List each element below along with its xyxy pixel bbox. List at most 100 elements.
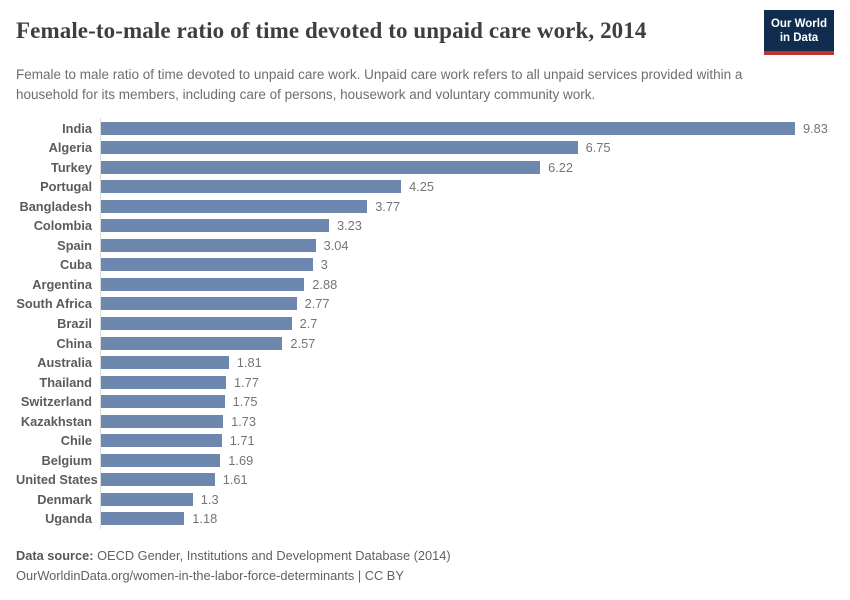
country-label: Australia bbox=[37, 355, 92, 371]
bar-track: 1.61 bbox=[100, 470, 834, 490]
country-label: Switzerland bbox=[20, 394, 92, 410]
footer: Data source: OECD Gender, Institutions a… bbox=[16, 546, 834, 587]
bar[interactable] bbox=[101, 238, 316, 252]
bar[interactable] bbox=[101, 336, 283, 350]
chart-subtitle: Female to male ratio of time devoted to … bbox=[16, 66, 743, 102]
owid-logo-line2: in Data bbox=[779, 32, 819, 45]
country-label: Thailand bbox=[39, 374, 92, 390]
data-source-line: Data source: OECD Gender, Institutions a… bbox=[16, 546, 834, 566]
bar[interactable] bbox=[101, 395, 225, 409]
bar-row: Portugal 4.25 bbox=[16, 176, 834, 197]
bar[interactable] bbox=[101, 121, 795, 135]
bar[interactable] bbox=[101, 492, 193, 506]
bar-value-label: 2.7 bbox=[299, 315, 318, 331]
bar-row: Bangladesh 3.77 bbox=[16, 196, 834, 216]
bar-track: 6.75 bbox=[100, 137, 834, 158]
country-label: Portugal bbox=[40, 179, 92, 195]
bar[interactable] bbox=[101, 414, 224, 428]
bar-value-label: 2.88 bbox=[312, 276, 338, 292]
bar-row: Switzerland 1.75 bbox=[16, 391, 834, 412]
country-label: Colombia bbox=[33, 218, 92, 234]
bar-value-label: 9.83 bbox=[803, 120, 828, 136]
country-label: Cuba bbox=[60, 257, 92, 273]
bar[interactable] bbox=[101, 141, 578, 155]
bar-track: 2.57 bbox=[100, 333, 834, 353]
bar-value-label: 2.77 bbox=[304, 296, 330, 312]
bar-track: 3.04 bbox=[100, 235, 834, 256]
bar-row: Spain 3.04 bbox=[16, 235, 834, 256]
owid-logo: Our World in Data bbox=[764, 10, 834, 55]
bar-value-label: 2.57 bbox=[290, 335, 316, 351]
country-label: Chile bbox=[60, 433, 92, 449]
bar-row: Denmark 1.3 bbox=[16, 489, 834, 510]
owid-logo-line1: Our World bbox=[770, 18, 827, 30]
bar-value-label: 4.25 bbox=[409, 179, 435, 195]
bar-track: 6.22 bbox=[100, 157, 834, 177]
bar-track: 1.75 bbox=[100, 391, 834, 412]
bars-area: India 9.83 Algeria 6.75 Turkey 6.22 Portugal 4.… bbox=[16, 118, 834, 529]
bar[interactable] bbox=[101, 277, 305, 291]
bar-track: 1.81 bbox=[100, 352, 834, 373]
bar-row: China 2.57 bbox=[16, 333, 834, 353]
bar-value-label: 3 bbox=[320, 257, 328, 273]
country-label: Denmark bbox=[37, 491, 92, 507]
bar-value-label: 1.18 bbox=[192, 511, 218, 527]
bar-row: Kazakhstan 1.73 bbox=[16, 411, 834, 431]
bar-row: United States 1.61 bbox=[16, 470, 834, 490]
data-source-label: Data source: bbox=[16, 547, 94, 563]
bar[interactable] bbox=[101, 453, 221, 467]
bar[interactable] bbox=[101, 512, 185, 526]
bar-value-label: 1.77 bbox=[234, 374, 259, 390]
bar[interactable] bbox=[101, 258, 313, 272]
bar-track: 1.3 bbox=[100, 489, 834, 510]
bar-track: 3 bbox=[100, 255, 834, 275]
bar-track: 1.73 bbox=[100, 411, 834, 431]
header: Female-to-male ratio of time devoted to … bbox=[16, 10, 834, 55]
data-source-text: OECD Gender, Institutions and Developmen… bbox=[93, 547, 451, 563]
bar-row: Brazil 2.7 bbox=[16, 313, 834, 334]
country-label: Turkey bbox=[50, 159, 92, 175]
country-label: Brazil bbox=[57, 315, 92, 331]
bar-value-label: 6.22 bbox=[548, 159, 574, 175]
country-label: Belgium bbox=[41, 452, 92, 468]
bar-row: Uganda 1.18 bbox=[16, 509, 834, 529]
bar-value-label: 3.04 bbox=[323, 237, 349, 253]
bar[interactable] bbox=[101, 473, 215, 487]
bar[interactable] bbox=[101, 297, 297, 311]
bar-track: 2.77 bbox=[100, 294, 834, 314]
bar-value-label: 3.23 bbox=[337, 218, 362, 234]
country-label: Bangladesh bbox=[19, 198, 92, 214]
country-label: Algeria bbox=[48, 140, 92, 156]
bar-track: 2.7 bbox=[100, 313, 834, 334]
bar[interactable] bbox=[101, 160, 541, 174]
bar-row: India 9.83 bbox=[16, 118, 834, 138]
bar-row: Argentina 2.88 bbox=[16, 274, 834, 295]
bar-track: 1.77 bbox=[100, 372, 834, 392]
bar[interactable] bbox=[101, 199, 368, 213]
bar-track: 2.88 bbox=[100, 274, 834, 295]
country-label: United States bbox=[16, 472, 98, 488]
bar-track: 4.25 bbox=[100, 176, 834, 197]
bar-value-label: 6.75 bbox=[585, 140, 611, 156]
bar[interactable] bbox=[101, 375, 226, 389]
country-label: India bbox=[62, 120, 92, 136]
bar[interactable] bbox=[101, 356, 229, 370]
bar-value-label: 1.75 bbox=[232, 394, 258, 410]
bar-track: 1.18 bbox=[100, 509, 834, 529]
bar-value-label: 1.73 bbox=[231, 413, 257, 429]
bar-track: 3.77 bbox=[100, 196, 834, 216]
bar-row: Turkey 6.22 bbox=[16, 157, 834, 177]
bar-value-label: 1.81 bbox=[236, 355, 262, 371]
bar-row: Colombia 3.23 bbox=[16, 215, 834, 236]
bar-track: 9.83 bbox=[100, 118, 834, 138]
bar[interactable] bbox=[101, 180, 402, 194]
chart-title: Female-to-male ratio of time devoted to … bbox=[16, 18, 647, 43]
bar[interactable] bbox=[101, 316, 292, 330]
bar[interactable] bbox=[101, 434, 222, 448]
bar[interactable] bbox=[101, 219, 329, 233]
bar-chart: India 9.83 Algeria 6.75 Turkey 6.22 Portugal 4.… bbox=[16, 118, 834, 529]
country-label: Uganda bbox=[45, 511, 92, 527]
bar-row: Belgium 1.69 bbox=[16, 450, 834, 471]
bar-row: South Africa 2.77 bbox=[16, 294, 834, 314]
